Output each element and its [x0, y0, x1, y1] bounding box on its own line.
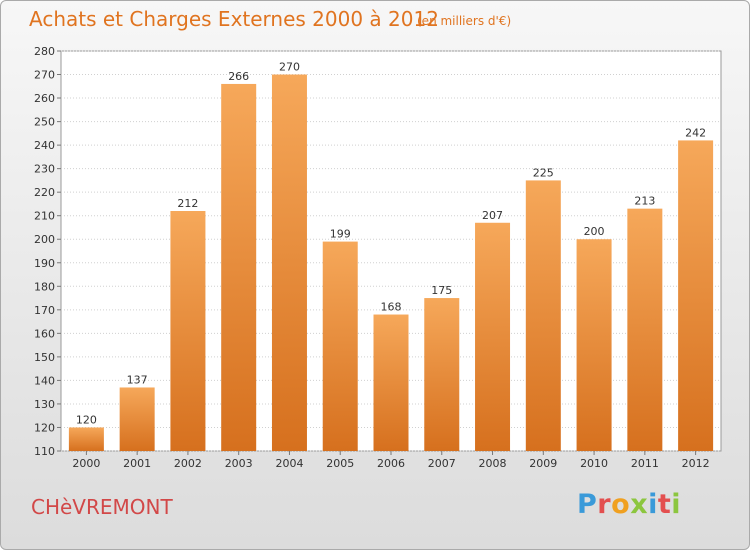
bar-value-label: 137 [127, 373, 148, 386]
x-tick-label: 2008 [479, 457, 507, 470]
bar [170, 211, 206, 451]
y-tick-label: 150 [34, 351, 55, 364]
bar-value-label: 207 [482, 209, 503, 222]
logo-letter: i [648, 489, 658, 520]
x-tick-label: 2011 [631, 457, 659, 470]
commune-name: CHèVREMONT [31, 495, 173, 519]
bar [424, 298, 460, 451]
x-tick-label: 2007 [428, 457, 456, 470]
y-tick-label: 200 [34, 233, 55, 246]
y-tick-label: 250 [34, 116, 55, 129]
y-tick-label: 180 [34, 280, 55, 293]
bar [221, 83, 257, 452]
bar [119, 387, 155, 451]
bar-value-label: 270 [279, 61, 300, 74]
bar [322, 241, 358, 451]
x-tick-label: 2012 [682, 457, 710, 470]
y-tick-label: 210 [34, 210, 55, 223]
y-tick-label: 190 [34, 257, 55, 270]
y-tick-label: 130 [34, 398, 55, 411]
x-tick-label: 2000 [72, 457, 100, 470]
bar-value-label: 199 [330, 228, 351, 241]
y-tick-label: 260 [34, 92, 55, 105]
bar-value-label: 266 [228, 70, 249, 83]
y-tick-label: 170 [34, 304, 55, 317]
bar-value-label: 213 [634, 195, 655, 208]
logo-letter: P [577, 489, 598, 520]
x-tick-label: 2001 [123, 457, 151, 470]
bar [576, 239, 612, 451]
chart-title: Achats et Charges Externes 2000 à 2012 [29, 7, 439, 31]
y-tick-label: 230 [34, 163, 55, 176]
logo-letter: r [597, 489, 612, 520]
y-tick-label: 270 [34, 69, 55, 82]
bar [627, 208, 663, 451]
y-tick-label: 280 [34, 45, 55, 58]
proxiti-logo: Proxiti [577, 489, 681, 520]
y-tick-label: 110 [34, 445, 55, 458]
bar-value-label: 168 [381, 301, 402, 314]
x-tick-label: 2010 [580, 457, 608, 470]
bar [525, 180, 561, 452]
bar-value-label: 225 [533, 166, 554, 179]
x-tick-label: 2003 [225, 457, 253, 470]
bar [271, 74, 307, 451]
y-tick-label: 120 [34, 421, 55, 434]
chart-subtitle: (en milliers d'€) [417, 14, 512, 28]
bar-value-label: 120 [76, 413, 97, 426]
bar [373, 314, 409, 451]
x-tick-label: 2009 [529, 457, 557, 470]
logo-letter: t [657, 489, 672, 520]
bar-value-label: 175 [431, 284, 452, 297]
logo-letter: i [671, 489, 682, 520]
bar [475, 222, 511, 451]
y-tick-label: 220 [34, 186, 55, 199]
x-tick-label: 2005 [326, 457, 354, 470]
logo-letter: x [630, 489, 649, 520]
bar [68, 427, 104, 451]
bar-value-label: 200 [584, 225, 605, 238]
y-tick-label: 140 [34, 374, 55, 387]
x-tick-label: 2002 [174, 457, 202, 470]
bar [678, 140, 714, 452]
y-tick-label: 160 [34, 327, 55, 340]
logo-letter: o [611, 489, 631, 520]
bar-value-label: 242 [685, 126, 706, 139]
x-tick-label: 2004 [275, 457, 303, 470]
x-tick-label: 2006 [377, 457, 405, 470]
bar-value-label: 212 [177, 197, 198, 210]
y-tick-label: 240 [34, 139, 55, 152]
